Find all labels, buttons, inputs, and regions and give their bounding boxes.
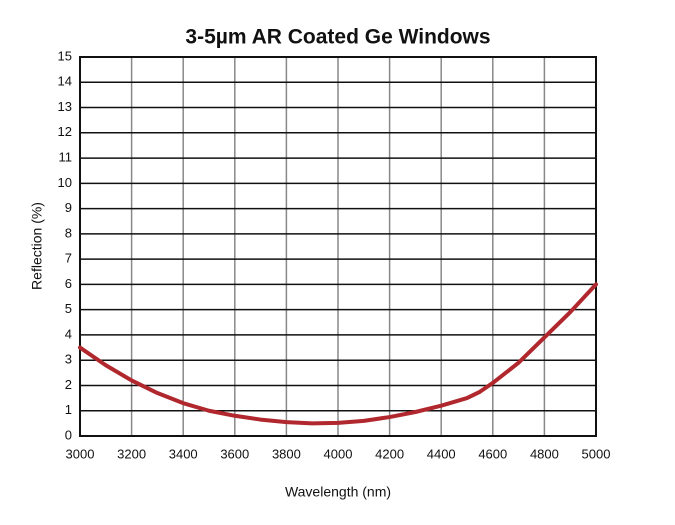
y-tick-label: 9	[65, 200, 72, 215]
y-tick-label: 6	[65, 276, 72, 291]
y-tick-label: 5	[65, 301, 72, 316]
y-tick-label: 0	[65, 427, 72, 442]
y-tick-label: 7	[65, 251, 72, 266]
plot-frame	[79, 56, 597, 437]
x-tick-label: 4000	[324, 446, 353, 461]
chart-title: 3-5µm AR Coated Ge Windows	[185, 26, 490, 49]
x-tick-label: 3200	[117, 446, 146, 461]
x-tick-label: 3800	[272, 446, 301, 461]
y-axis-label: Reflection (%)	[29, 202, 45, 290]
x-tick-label: 3600	[220, 446, 249, 461]
y-tick-label: 11	[59, 150, 73, 165]
y-tick-label: 10	[58, 175, 72, 190]
y-tick-label: 13	[58, 99, 72, 114]
x-axis-label: Wavelength (nm)	[285, 484, 391, 500]
y-tick-label: 8	[65, 225, 72, 240]
x-tick-label: 3400	[169, 446, 198, 461]
y-tick-label: 15	[58, 48, 72, 63]
x-tick-label: 4400	[427, 446, 456, 461]
x-tick-label: 4800	[530, 446, 559, 461]
x-tick-label: 3000	[66, 446, 95, 461]
x-tick-label: 4600	[478, 446, 507, 461]
x-tick-label: 5000	[582, 446, 611, 461]
y-tick-label: 3	[65, 352, 72, 367]
y-tick-label: 2	[65, 377, 72, 392]
data-line	[78, 282, 598, 426]
y-tick-label: 1	[65, 402, 72, 417]
y-tick-label: 12	[58, 124, 72, 139]
y-tick-label: 14	[58, 74, 72, 89]
x-tick-label: 4200	[375, 446, 404, 461]
y-tick-label: 4	[65, 326, 72, 341]
